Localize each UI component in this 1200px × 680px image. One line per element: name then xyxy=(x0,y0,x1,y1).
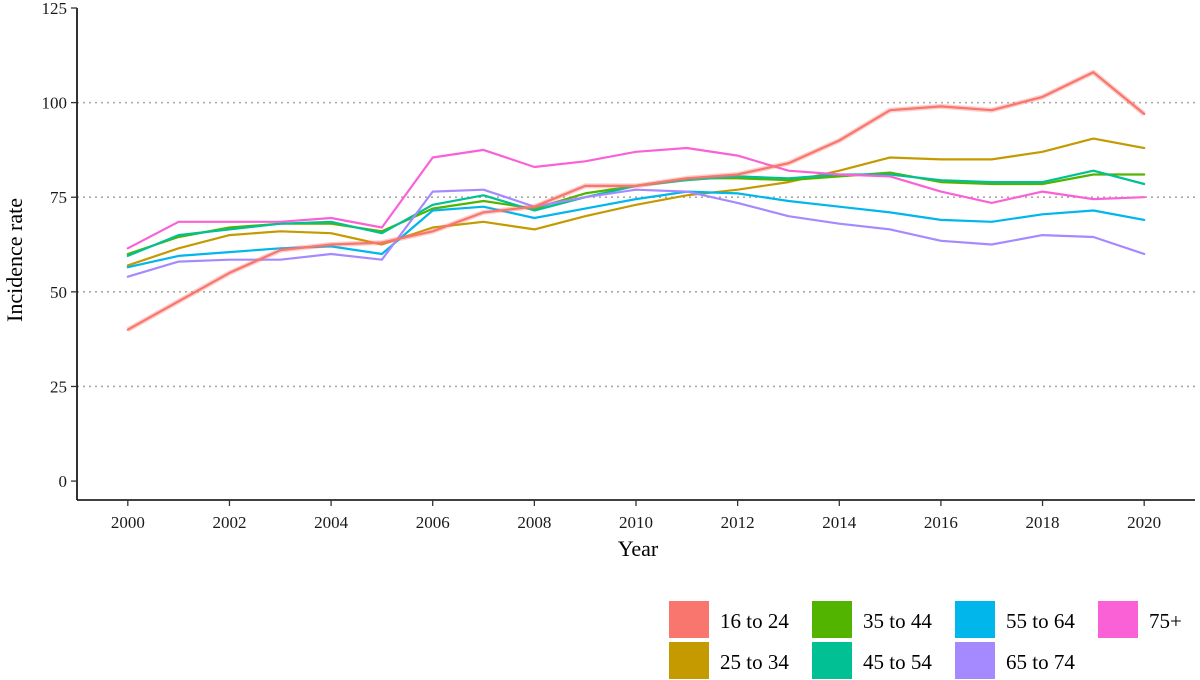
x-tick-label: 2002 xyxy=(212,513,246,532)
legend-swatch xyxy=(812,601,852,638)
legend-swatch xyxy=(955,642,995,679)
y-tick-label: 0 xyxy=(59,472,68,491)
y-tick-label: 75 xyxy=(50,188,67,207)
x-tick-label: 2010 xyxy=(619,513,653,532)
series-line-25-to-34 xyxy=(126,137,1146,267)
axes xyxy=(76,8,1195,501)
legend-label: 16 to 24 xyxy=(720,609,789,633)
y-tick-label: 25 xyxy=(50,377,67,396)
legend-swatch xyxy=(669,642,709,679)
legend-swatch xyxy=(1098,601,1138,638)
tick-labels: 0 25 50 75 100 125 2000 2002 2004 2006 2008 2010 201… xyxy=(42,0,1162,532)
series-line-75- xyxy=(126,146,1146,250)
x-axis-title: Year xyxy=(618,536,659,561)
legend-swatch xyxy=(812,642,852,679)
series-line-65-to-74 xyxy=(126,188,1146,278)
series-line-16-to-24 xyxy=(126,71,1146,331)
x-tick-label: 2018 xyxy=(1026,513,1060,532)
legend: 16 to 24 25 to 34 35 to 44 45 to 54 55 to 64… xyxy=(669,601,1182,679)
x-tick-label: 2000 xyxy=(111,513,145,532)
x-tick-label: 2016 xyxy=(924,513,958,532)
x-tick-label: 2004 xyxy=(314,513,349,532)
legend-swatch xyxy=(669,601,709,638)
y-tick-label: 50 xyxy=(50,283,67,302)
x-tick-label: 2012 xyxy=(721,513,755,532)
y-axis-title: Incidence rate xyxy=(2,198,27,322)
legend-label: 65 to 74 xyxy=(1006,650,1075,674)
x-tick-label: 2006 xyxy=(416,513,450,532)
legend-label: 55 to 64 xyxy=(1006,609,1075,633)
x-tick-label: 2020 xyxy=(1127,513,1161,532)
legend-label: 25 to 34 xyxy=(720,650,789,674)
y-tick-label: 125 xyxy=(42,0,68,18)
legend-label: 75+ xyxy=(1149,609,1182,633)
x-tick-label: 2014 xyxy=(822,513,857,532)
legend-swatch xyxy=(955,601,995,638)
gridlines xyxy=(77,101,1195,388)
x-tick-label: 2008 xyxy=(517,513,551,532)
y-tick-label: 100 xyxy=(42,94,68,113)
series-lines xyxy=(126,69,1146,332)
legend-label: 45 to 54 xyxy=(863,650,932,674)
legend-label: 35 to 44 xyxy=(863,609,932,633)
